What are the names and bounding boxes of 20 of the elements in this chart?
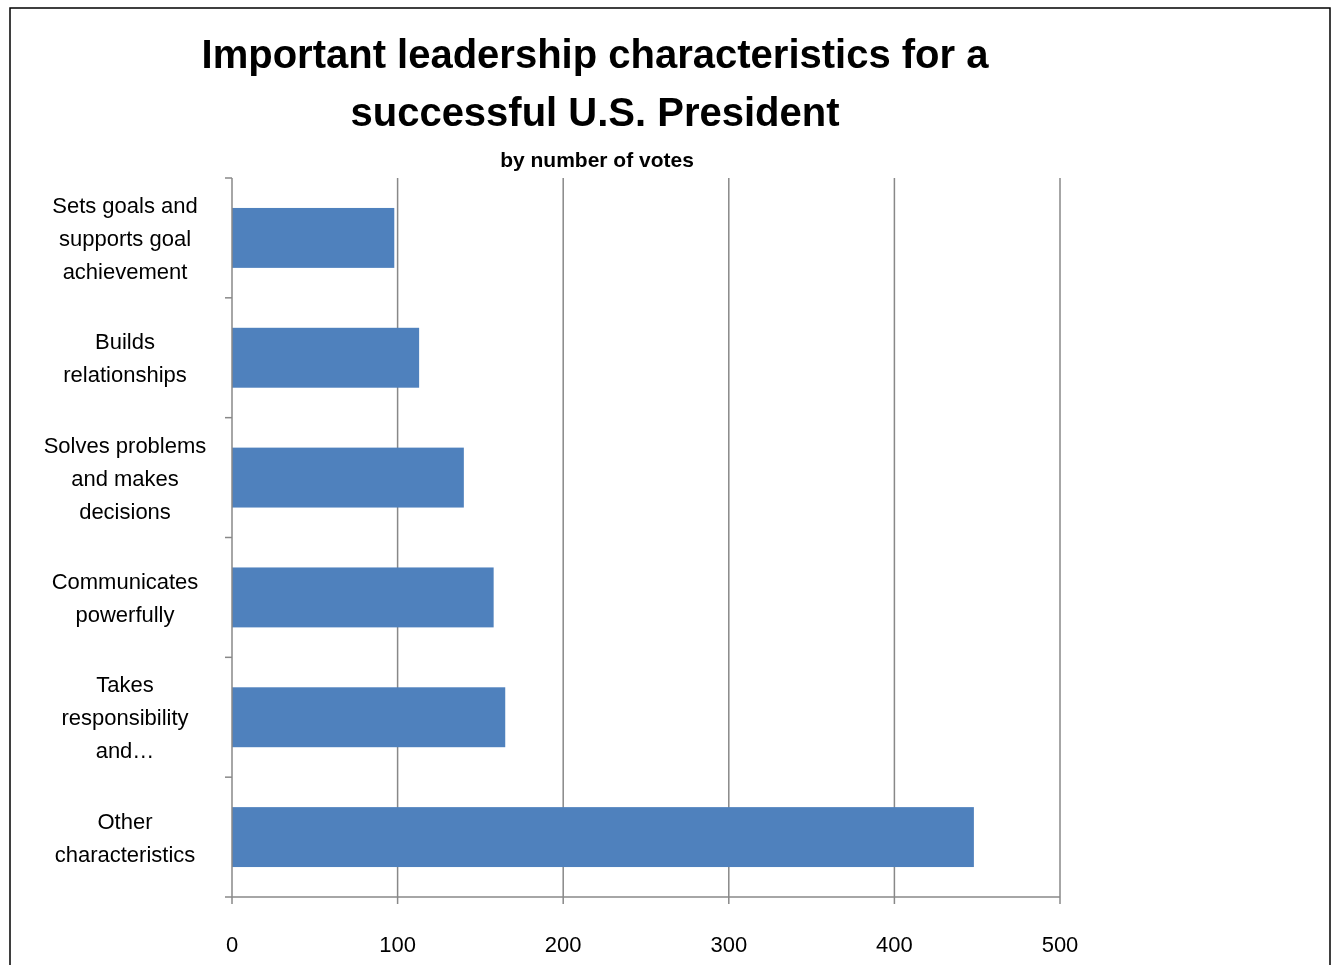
x-tick-label: 400 xyxy=(876,932,913,957)
bar xyxy=(232,447,464,508)
x-tick-label: 200 xyxy=(544,932,582,957)
chart-title: Important leadership characteristics for a successful U.S. President xyxy=(201,32,990,134)
chart-subtitle: by number of votes xyxy=(500,148,694,171)
x-tick-label: 0 xyxy=(225,932,239,957)
y-tick-label: Takes responsibility and… xyxy=(61,672,189,764)
y-tick-label: Builds relationships xyxy=(63,329,187,388)
y-tick-label: Other characteristics xyxy=(54,808,196,867)
bar xyxy=(232,807,974,868)
bar xyxy=(232,687,506,748)
x-tick-label: 300 xyxy=(710,932,748,957)
y-tick-label: Solves problems and makes decisions xyxy=(43,432,207,524)
x-tick-label: 500 xyxy=(1041,932,1079,957)
bar xyxy=(232,207,395,268)
bar xyxy=(232,327,420,388)
bar xyxy=(232,567,494,628)
x-tick-label: 100 xyxy=(379,932,416,957)
y-tick-label: Sets goals and supports goal achievement xyxy=(52,192,198,284)
y-tick-label: Communicates powerfully xyxy=(51,568,199,627)
